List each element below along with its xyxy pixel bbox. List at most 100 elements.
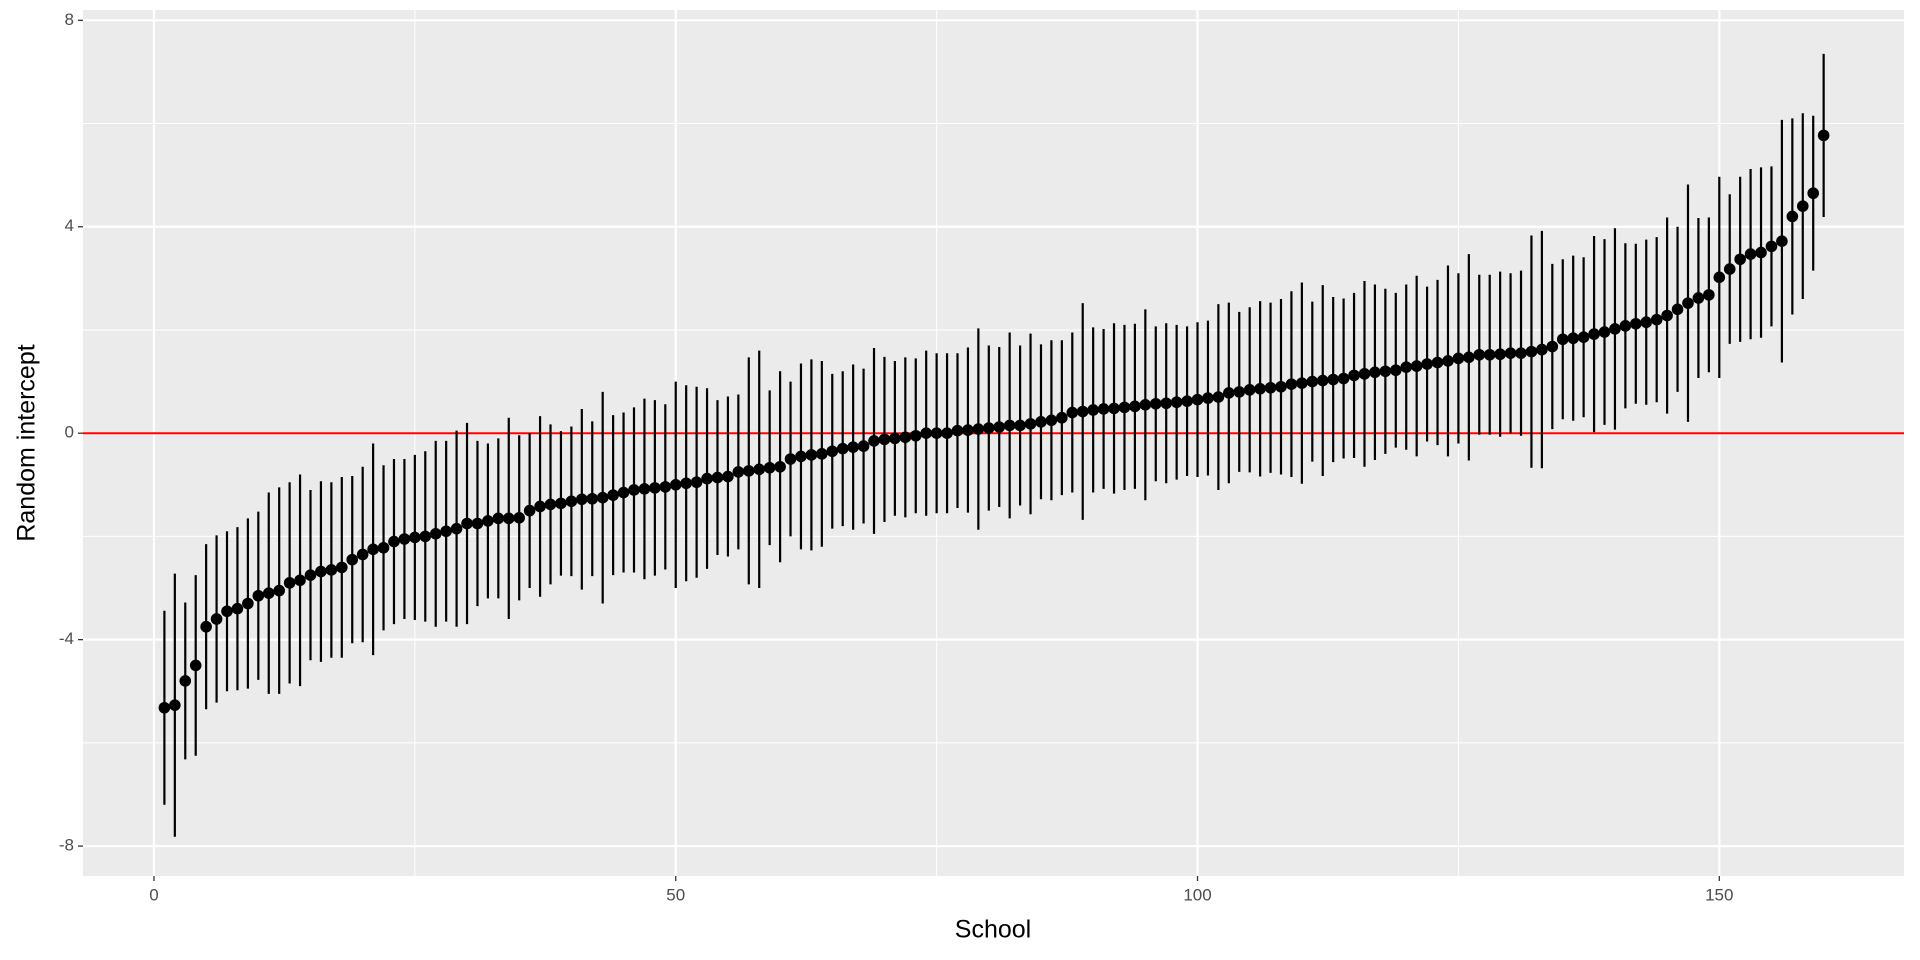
- point: [1588, 328, 1600, 340]
- point: [1776, 235, 1788, 248]
- panel: [83, 10, 1904, 876]
- y-tick-label: 4: [65, 216, 74, 235]
- point: [471, 517, 484, 530]
- point: [429, 528, 442, 540]
- y-tick-label: 0: [65, 423, 74, 442]
- point: [242, 597, 254, 610]
- point: [680, 477, 692, 490]
- point: [1275, 380, 1287, 393]
- point: [742, 465, 755, 477]
- point: [398, 533, 411, 545]
- point: [336, 561, 348, 574]
- point: [221, 605, 233, 618]
- point: [450, 522, 463, 535]
- point: [805, 449, 818, 461]
- point: [461, 517, 473, 530]
- point: [1035, 416, 1047, 428]
- point: [283, 577, 296, 589]
- point: [1316, 374, 1329, 387]
- point: [1348, 369, 1360, 382]
- point: [409, 531, 421, 544]
- point: [1692, 292, 1705, 304]
- point: [1817, 129, 1830, 142]
- point: [294, 574, 306, 587]
- point: [889, 432, 901, 445]
- point: [1358, 368, 1371, 380]
- point: [346, 553, 359, 566]
- point: [1452, 352, 1465, 365]
- point: [1076, 405, 1089, 418]
- point: [1723, 263, 1736, 275]
- point: [722, 470, 734, 483]
- point: [1254, 383, 1266, 395]
- point: [304, 569, 317, 581]
- point: [1504, 347, 1517, 360]
- point: [325, 564, 338, 576]
- point: [367, 543, 379, 556]
- point: [1473, 348, 1486, 361]
- point: [1431, 356, 1444, 369]
- point: [941, 427, 953, 439]
- point: [388, 535, 400, 548]
- point: [1786, 210, 1799, 223]
- point: [273, 584, 285, 597]
- point: [795, 450, 807, 463]
- point: [523, 504, 536, 517]
- point: [909, 429, 922, 442]
- point: [1494, 348, 1506, 361]
- point: [1609, 323, 1621, 335]
- point: [1243, 384, 1256, 396]
- point: [1014, 419, 1026, 432]
- point: [899, 431, 912, 444]
- point: [1389, 364, 1402, 377]
- point: [1661, 309, 1673, 322]
- point: [1056, 411, 1068, 424]
- point: [1191, 393, 1204, 406]
- point: [356, 548, 369, 561]
- x-tick-label: 0: [149, 885, 158, 904]
- point: [1755, 246, 1767, 259]
- point: [1149, 397, 1162, 410]
- point: [1160, 397, 1173, 410]
- point: [1410, 360, 1423, 372]
- y-tick-label: -8: [59, 836, 74, 855]
- point: [1630, 317, 1642, 330]
- point: [701, 472, 713, 485]
- point: [659, 481, 672, 493]
- point: [1567, 332, 1579, 345]
- point: [169, 699, 181, 711]
- point: [1400, 361, 1413, 373]
- point: [607, 489, 619, 501]
- point: [1442, 355, 1454, 367]
- point: [826, 445, 839, 458]
- point: [951, 424, 964, 437]
- point: [544, 498, 557, 511]
- point: [847, 441, 859, 453]
- point: [816, 448, 828, 460]
- point: [1369, 366, 1381, 379]
- point: [1598, 326, 1611, 338]
- point: [993, 421, 1006, 433]
- point: [440, 525, 452, 538]
- point: [1515, 347, 1527, 360]
- y-axis-title: Random intercept: [13, 344, 41, 541]
- point: [596, 491, 609, 504]
- point: [586, 492, 599, 505]
- point: [1129, 400, 1141, 413]
- point: [972, 423, 985, 435]
- point: [513, 512, 526, 524]
- point: [1671, 303, 1684, 316]
- point: [732, 466, 745, 478]
- point: [669, 479, 682, 491]
- point: [576, 493, 588, 506]
- point: [753, 463, 766, 476]
- point: [377, 541, 390, 554]
- point: [315, 565, 327, 578]
- point: [983, 422, 995, 434]
- point: [1734, 253, 1746, 266]
- point: [1223, 387, 1235, 399]
- y-tick-label: 8: [65, 10, 74, 29]
- point: [1139, 399, 1152, 411]
- point: [1087, 404, 1099, 416]
